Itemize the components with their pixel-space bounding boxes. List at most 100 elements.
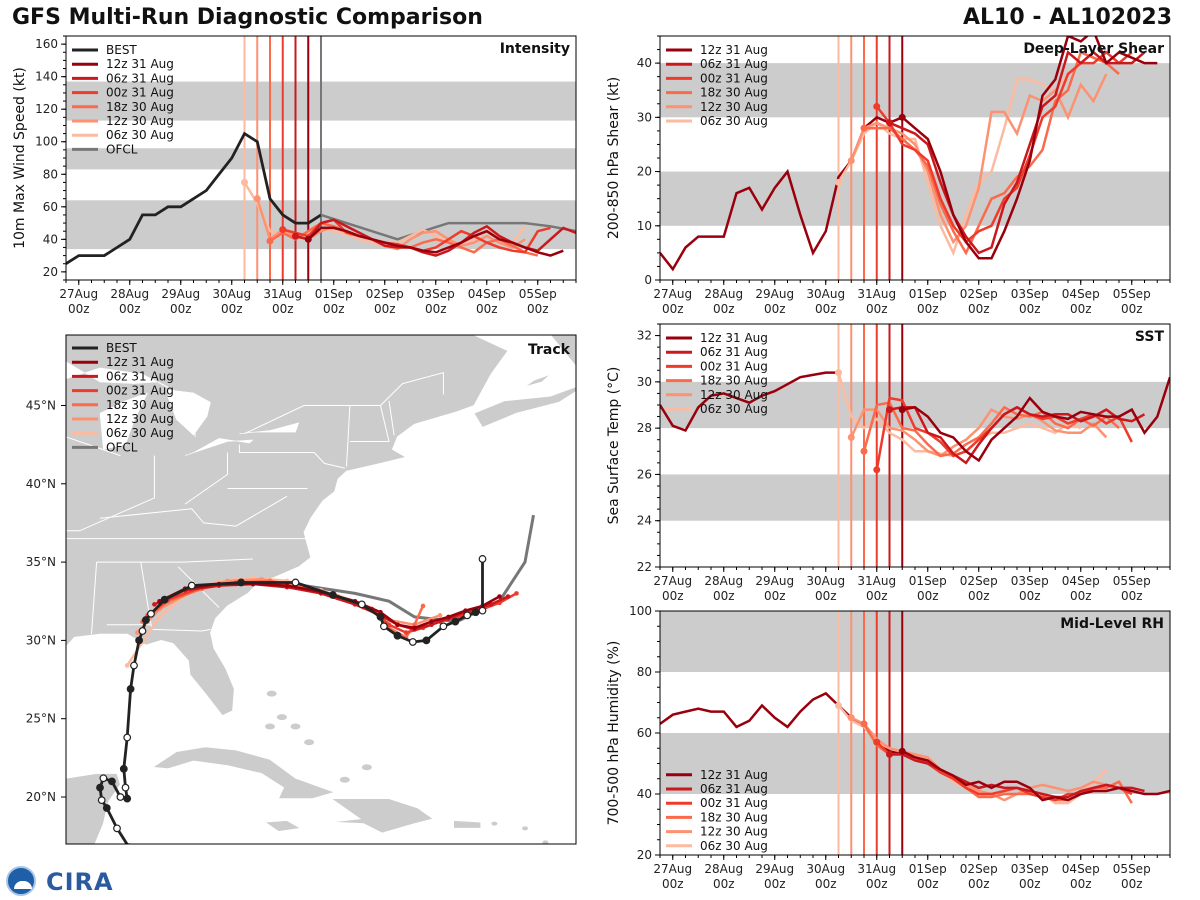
cira-logo-text: CIRA (46, 868, 114, 896)
track-series-point (514, 591, 519, 596)
shear-xtick-label-hour: 00z (917, 302, 939, 316)
shear-legend-label: 12z 31 Aug (700, 43, 768, 57)
sst-series-line (862, 401, 1120, 458)
track-title: Track (528, 342, 571, 358)
intensity-ytick-label: 20 (43, 265, 58, 279)
track-best-point-open (99, 774, 108, 783)
sst-xtick-label-hour: 00z (866, 589, 888, 603)
rh-series-start-point (886, 750, 893, 758)
rh-legend-label: 18z 30 Aug (700, 810, 768, 824)
shear-xtick-label: 01Sep (909, 287, 947, 301)
state-border (184, 452, 228, 505)
sst-panel: 22242628303227Aug00z28Aug00z29Aug00z30Au… (606, 323, 1171, 603)
track-best-point-open (121, 783, 130, 792)
track-map-area (66, 335, 576, 859)
state-border (388, 400, 395, 436)
track-legend-label: 00z 31 Aug (106, 384, 174, 398)
rh-ytick-label: 100 (629, 604, 652, 618)
intensity-xtick-label: 27Aug (59, 287, 98, 301)
intensity-xtick-label: 04Sep (468, 287, 506, 301)
sst-xtick-label-hour: 00z (1070, 589, 1092, 603)
rh-xtick-label-hour: 00z (662, 877, 684, 891)
intensity-best-line (66, 131, 322, 265)
sst-xtick-label: 01Sep (909, 574, 947, 588)
intensity-ytick-label: 80 (43, 167, 58, 181)
state-border (349, 405, 390, 442)
intensity-xtick-label: 28Aug (110, 287, 149, 301)
intensity-xtick-label-hour: 00z (170, 302, 192, 316)
shear-series-start-point (860, 124, 868, 132)
shear-ytick-label: 30 (637, 110, 652, 124)
shear-xtick-label: 03Sep (1011, 287, 1049, 301)
bahamas-island (290, 723, 301, 730)
shear-legend-label: 12z 30 Aug (700, 100, 768, 114)
sst-ylabel: Sea Surface Temp (°C) (606, 367, 622, 525)
track-series-point (124, 663, 130, 668)
track-best-point-open (463, 611, 472, 620)
rh-title: Mid-Level RH (1060, 616, 1164, 632)
rh-series-start-point (835, 702, 842, 710)
rh-xtick-label-hour: 00z (1070, 877, 1092, 891)
rh-xtick-label: 02Sep (960, 862, 998, 876)
track-best-point (376, 613, 385, 621)
track-best-point (135, 636, 144, 645)
intensity-xtick-label: 05Sep (519, 287, 557, 301)
track-series-point (420, 603, 426, 609)
track-best-point-open (97, 796, 106, 805)
sst-xtick-label-hour: 00z (968, 589, 990, 603)
rh-series-line (850, 716, 1107, 802)
sst-legend-label: 18z 30 Aug (700, 374, 768, 388)
country-border (244, 371, 444, 435)
rh-xtick-label: 05Sep (1113, 862, 1151, 876)
bahamas-island (265, 723, 275, 730)
intensity-legend-label: 12z 30 Aug (106, 114, 174, 128)
intensity-ytick-label: 100 (35, 135, 58, 149)
track-legend-label: 06z 31 Aug (106, 369, 174, 383)
shear-title: Deep-Layer Shear (1023, 41, 1164, 57)
figure-title: GFS Multi-Run Diagnostic Comparison (12, 5, 483, 30)
track-best-point (160, 595, 169, 604)
track-best-point (237, 578, 246, 587)
rh-legend-label: 12z 31 Aug (700, 768, 768, 782)
track-best-point-open (116, 793, 125, 801)
shear-series-line (875, 50, 1133, 244)
track-best-point (471, 608, 480, 617)
shear-plot-area (660, 36, 1158, 272)
track-legend-label: OFCL (106, 440, 138, 454)
sst-ytick-label: 28 (637, 421, 652, 435)
state-border (91, 562, 98, 635)
intensity-xtick-label: 29Aug (161, 287, 200, 301)
intensity-xtick-label: 03Sep (417, 287, 455, 301)
intensity-series-start-point (241, 178, 248, 186)
hispaniola-land (329, 798, 435, 834)
track-best-point-open (130, 661, 138, 670)
track-series-point (403, 630, 409, 635)
intensity-legend-label: 06z 31 Aug (106, 71, 174, 85)
intensity-ytick-label: 160 (35, 37, 58, 51)
shear-xtick-label-hour: 00z (662, 302, 684, 316)
shear-xtick-label-hour: 00z (1019, 302, 1041, 316)
rh-ytick-label: 20 (637, 848, 652, 862)
track-lat-label: 25°N (26, 712, 56, 726)
yucatan-land (66, 773, 121, 844)
rh-ytick-label: 60 (637, 726, 652, 740)
rh-legend-label: 00z 31 Aug (700, 796, 768, 810)
state-border (238, 444, 345, 469)
shear-series-start-point (898, 113, 906, 121)
rh-series-start-point (860, 720, 868, 728)
lake-superior (66, 361, 159, 384)
track-series-point (446, 614, 451, 620)
sst-xtick-label: 28Aug (704, 574, 743, 588)
shear-series-start-point (835, 178, 842, 186)
shear-xtick-label: 30Aug (806, 287, 845, 301)
rh-xtick-label: 04Sep (1062, 862, 1100, 876)
north-america-land (66, 335, 509, 717)
shear-xtick-label-hour: 00z (815, 302, 837, 316)
lake-erie (184, 438, 254, 456)
rh-series-line (889, 753, 1145, 799)
jamaica-land (263, 820, 302, 832)
antilles-island (548, 855, 554, 859)
cira-logo: CIRA (6, 866, 116, 896)
shear-xtick-label: 04Sep (1062, 287, 1100, 301)
sst-xtick-label-hour: 00z (662, 589, 684, 603)
